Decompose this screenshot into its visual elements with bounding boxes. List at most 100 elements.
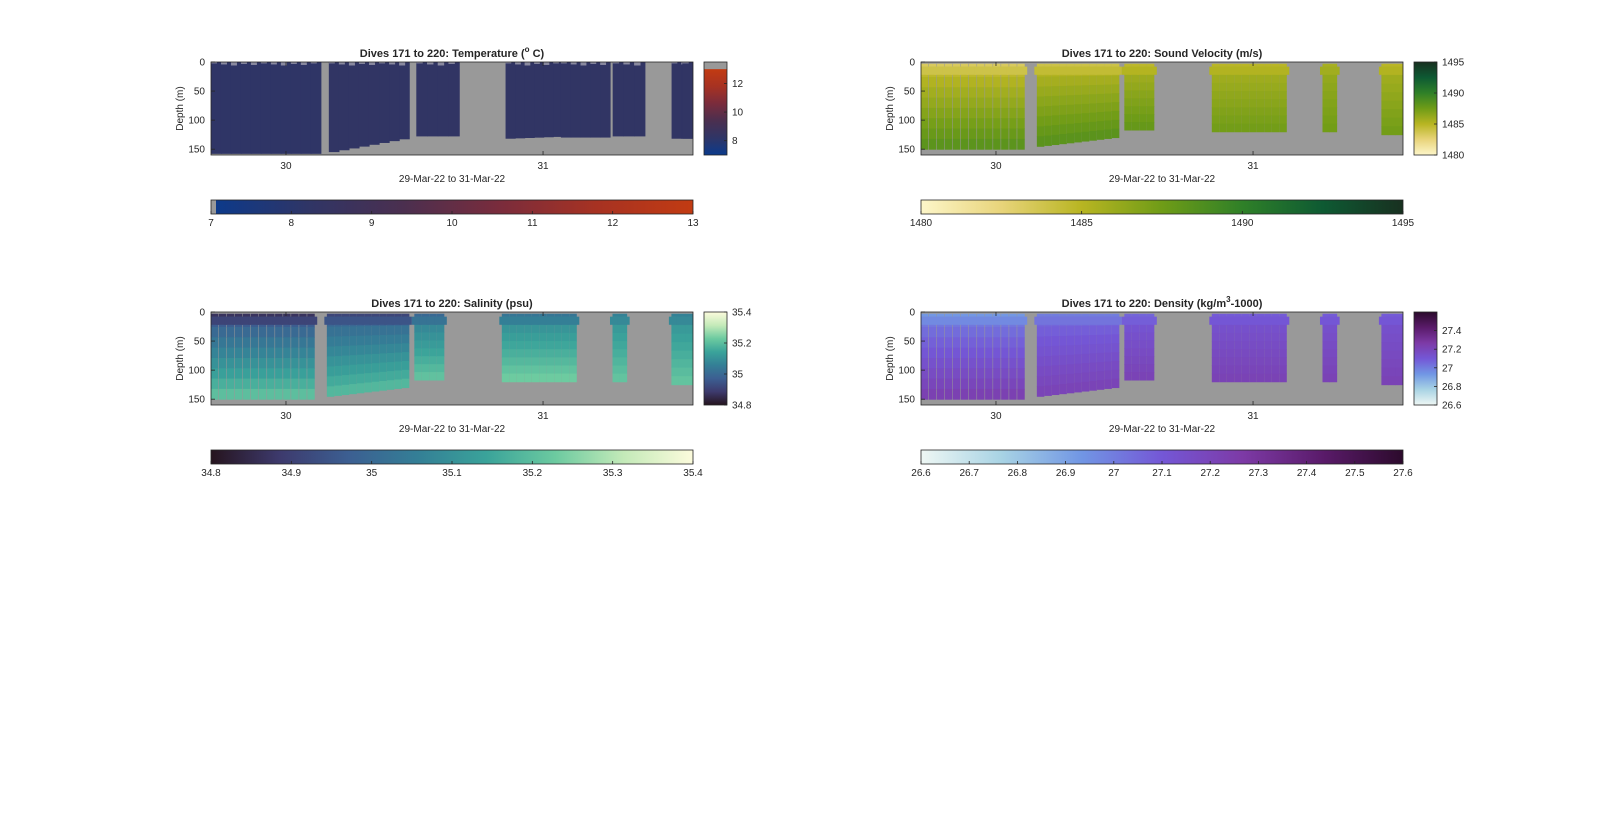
profile-band [414, 372, 422, 381]
surface-patch [358, 62, 365, 64]
profile-band [1249, 107, 1257, 116]
profile-surface [966, 316, 980, 325]
profile-band [619, 332, 628, 342]
profile-band [1472, 349, 1480, 358]
profile-band [944, 388, 953, 400]
profile-band [1322, 349, 1330, 358]
surface-patch [600, 62, 607, 65]
x-tick-label: 30 [990, 161, 1002, 172]
profile-band [1226, 357, 1235, 366]
profile-band [1256, 99, 1265, 108]
surface-patch [749, 62, 755, 64]
profile-band [1234, 115, 1242, 125]
profile-band [960, 326, 969, 338]
profile-band [969, 357, 977, 369]
profile-band [928, 118, 937, 130]
profile-band [1124, 122, 1132, 131]
profile-band [1074, 104, 1082, 115]
profile-top [1059, 313, 1067, 317]
profile-surface [426, 316, 440, 325]
profile-band [421, 332, 430, 341]
profile-band [394, 352, 402, 363]
profile-band [1081, 75, 1090, 86]
profile-band [234, 378, 243, 390]
data-column [524, 62, 535, 138]
profile-band [250, 326, 259, 338]
profile-band [1104, 370, 1112, 380]
profile-top [985, 63, 993, 67]
profile-band [401, 378, 410, 389]
profile-band [960, 347, 969, 359]
profile-band [1017, 337, 1025, 349]
profile-band [1256, 91, 1265, 100]
y-tick-label: 100 [188, 366, 205, 377]
profile-top [531, 313, 540, 317]
profile-band [936, 97, 945, 109]
profile-band [1104, 343, 1112, 354]
profile-band [259, 326, 267, 338]
profile-surface [361, 316, 375, 325]
profile-band [762, 317, 770, 326]
right-colorbar-tick-label: 1480 [1442, 151, 1465, 162]
data-column [389, 62, 400, 142]
profile-band [364, 335, 372, 346]
profile-band [1124, 324, 1132, 333]
profile-band [1096, 343, 1105, 354]
profile-band [1322, 115, 1330, 125]
profile-band [1226, 349, 1235, 358]
y-axis-label: Depth (m) [885, 336, 896, 380]
profile-band [944, 368, 953, 380]
profile-top [569, 313, 577, 317]
profile-band [1096, 352, 1105, 363]
right-colorbar [704, 312, 727, 405]
profile-band [1249, 373, 1257, 383]
axes-box [920, 61, 1404, 156]
profile-band [1219, 349, 1227, 358]
profile-top [1264, 313, 1272, 317]
profile-band [250, 378, 259, 390]
profile-band [928, 107, 937, 119]
data-column [729, 62, 739, 139]
profile-top [1402, 313, 1403, 317]
profile-top [1395, 63, 1403, 67]
profile-band [1381, 359, 1389, 369]
profile-band [977, 368, 985, 380]
profile-band [283, 357, 291, 369]
profile-band [952, 138, 961, 150]
profile-band [619, 349, 628, 358]
profile-band [1124, 340, 1132, 349]
profile-top [414, 313, 422, 317]
profile-top [242, 313, 251, 317]
profile-surface [369, 316, 382, 325]
profile-band [944, 97, 953, 109]
profile-band [1059, 134, 1067, 145]
profile-band [1124, 348, 1132, 357]
profile-band [960, 118, 969, 130]
profile-band [267, 326, 275, 338]
profile-band [1089, 121, 1097, 132]
profile-band [1395, 126, 1403, 136]
profile-top [1066, 63, 1075, 67]
profile-band [1381, 92, 1389, 102]
profile-band [936, 87, 945, 99]
profile-band [936, 357, 945, 369]
data-column [379, 62, 390, 143]
profile-top [1472, 314, 1480, 317]
data-column [543, 62, 554, 138]
profile-band [1111, 369, 1120, 380]
profile-band [1249, 341, 1257, 350]
profile-band [985, 87, 993, 99]
profile-surface [1276, 316, 1290, 325]
profile-band [1322, 373, 1330, 383]
surface-patch [338, 62, 345, 65]
profile-band [275, 368, 283, 380]
profile-band [1249, 82, 1257, 92]
surface-patch [448, 62, 455, 64]
profile-band [921, 337, 929, 349]
data-column [560, 62, 572, 138]
profile-top [1381, 313, 1389, 317]
profile-band [1009, 378, 1017, 390]
profile-band [1472, 357, 1480, 366]
plot-data [211, 62, 755, 154]
surface-patch [260, 62, 267, 64]
